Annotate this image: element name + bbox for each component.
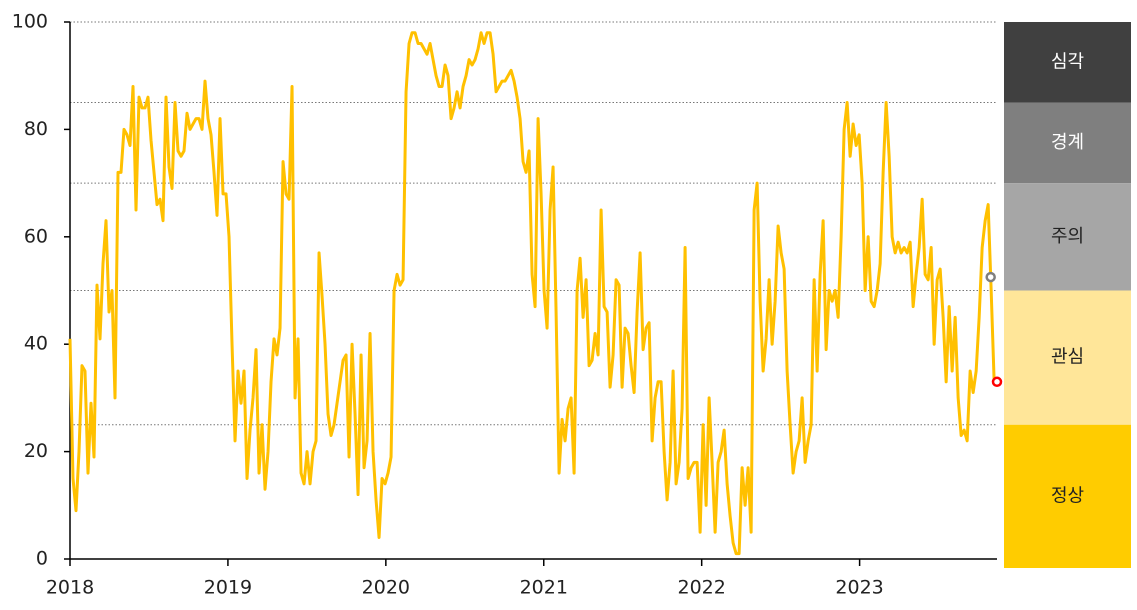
zone-band xyxy=(1004,102,1131,184)
x-tick-label: 2020 xyxy=(362,577,410,599)
y-tick-label: 0 xyxy=(36,548,48,570)
marker xyxy=(985,271,996,283)
x-tick-label: 2019 xyxy=(204,577,252,599)
zone-band xyxy=(1004,424,1131,568)
y-tick-label: 100 xyxy=(12,11,48,33)
y-tick-label: 60 xyxy=(24,225,48,247)
zone-band xyxy=(1004,290,1131,425)
y-tick-label: 20 xyxy=(24,440,48,462)
marker xyxy=(991,376,1003,388)
zone-band xyxy=(1004,183,1131,291)
zone-label: 심각 xyxy=(1051,51,1084,72)
series-line xyxy=(68,31,996,556)
x-tick-label: 2018 xyxy=(46,577,94,599)
x-tick-label: 2022 xyxy=(678,577,726,599)
y-tick-label: 40 xyxy=(24,333,48,355)
zone-label: 관심 xyxy=(1051,347,1084,368)
zone-label: 주의 xyxy=(1051,226,1084,247)
zone-band xyxy=(1004,22,1131,103)
x-tick-label: 2021 xyxy=(520,577,568,599)
zone-label: 경계 xyxy=(1051,132,1084,153)
x-tick-label: 2023 xyxy=(835,577,883,599)
zone-label: 정상 xyxy=(1051,485,1084,506)
y-tick-label: 80 xyxy=(24,118,48,140)
